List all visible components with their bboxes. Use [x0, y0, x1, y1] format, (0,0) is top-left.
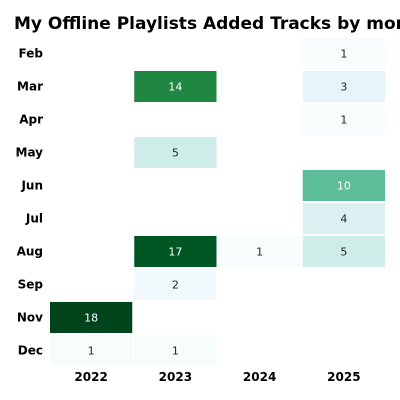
- y-tick-label-mar: Mar: [17, 80, 43, 94]
- cell-value-label: 18: [84, 312, 98, 325]
- x-axis-labels: 2022 2023 2024 2025: [74, 370, 360, 384]
- y-tick-label-apr: Apr: [19, 113, 43, 127]
- heatmap-cell-nov-2022: [50, 302, 133, 333]
- cell-value-label: 5: [340, 246, 347, 259]
- cell-value-label: 1: [340, 114, 347, 127]
- heatmap-cell-aug-2024: [218, 236, 301, 267]
- heatmap-cell-jul-2025: [302, 203, 385, 234]
- x-tick-label-2025: 2025: [327, 370, 360, 384]
- cell-value-label: 3: [340, 81, 347, 94]
- cell-value-label: 1: [88, 345, 95, 358]
- cell-value-label: 1: [340, 48, 347, 61]
- heatmap-cell-aug-2023: [134, 236, 217, 267]
- heatmap-cell-dec-2023: [134, 335, 217, 366]
- cell-value-label: 4: [340, 213, 347, 226]
- y-tick-label-dec: Dec: [18, 344, 43, 358]
- heatmap-cell-mar-2023: [134, 71, 217, 102]
- cell-value-label: 10: [337, 180, 351, 193]
- y-axis-labels: Feb Mar Apr May Jun Jul Aug Sep Nov Dec: [16, 47, 44, 358]
- heatmap-cell-jun-2025: [302, 170, 385, 201]
- cell-value-label: 1: [256, 246, 263, 259]
- y-tick-label-sep: Sep: [18, 278, 44, 292]
- heatmap-cell-may-2023: [134, 137, 217, 168]
- y-tick-label-nov: Nov: [17, 311, 43, 325]
- y-tick-label-jul: Jul: [25, 212, 43, 226]
- y-tick-label-feb: Feb: [19, 47, 44, 61]
- cell-value-label: 1: [172, 345, 179, 358]
- heatmap-cell-mar-2025: [302, 71, 385, 102]
- cell-value-label: 2: [172, 279, 179, 292]
- chart-title: My Offline Playlists Added Tracks by mon…: [14, 14, 400, 34]
- y-tick-label-aug: Aug: [17, 245, 43, 259]
- cell-value-label: 5: [172, 147, 179, 160]
- heatmap-cell-dec-2022: [50, 335, 133, 366]
- y-tick-label-may: May: [16, 146, 44, 160]
- x-tick-label-2023: 2023: [159, 370, 192, 384]
- heatmap-cells: 1 14 3 1 5 10 4 17 1 5 2 18 1 1: [50, 38, 385, 366]
- x-tick-label-2022: 2022: [74, 370, 107, 384]
- heatmap-cell-apr-2025: [302, 104, 385, 135]
- heatmap-cell-aug-2025: [302, 236, 385, 267]
- x-tick-label-2024: 2024: [243, 370, 276, 384]
- y-tick-label-jun: Jun: [20, 179, 43, 193]
- heatmap-cell-feb-2025: [302, 38, 385, 69]
- heatmap-cell-sep-2023: [134, 269, 217, 300]
- cell-value-label: 14: [168, 81, 182, 94]
- cell-value-label: 17: [168, 246, 182, 259]
